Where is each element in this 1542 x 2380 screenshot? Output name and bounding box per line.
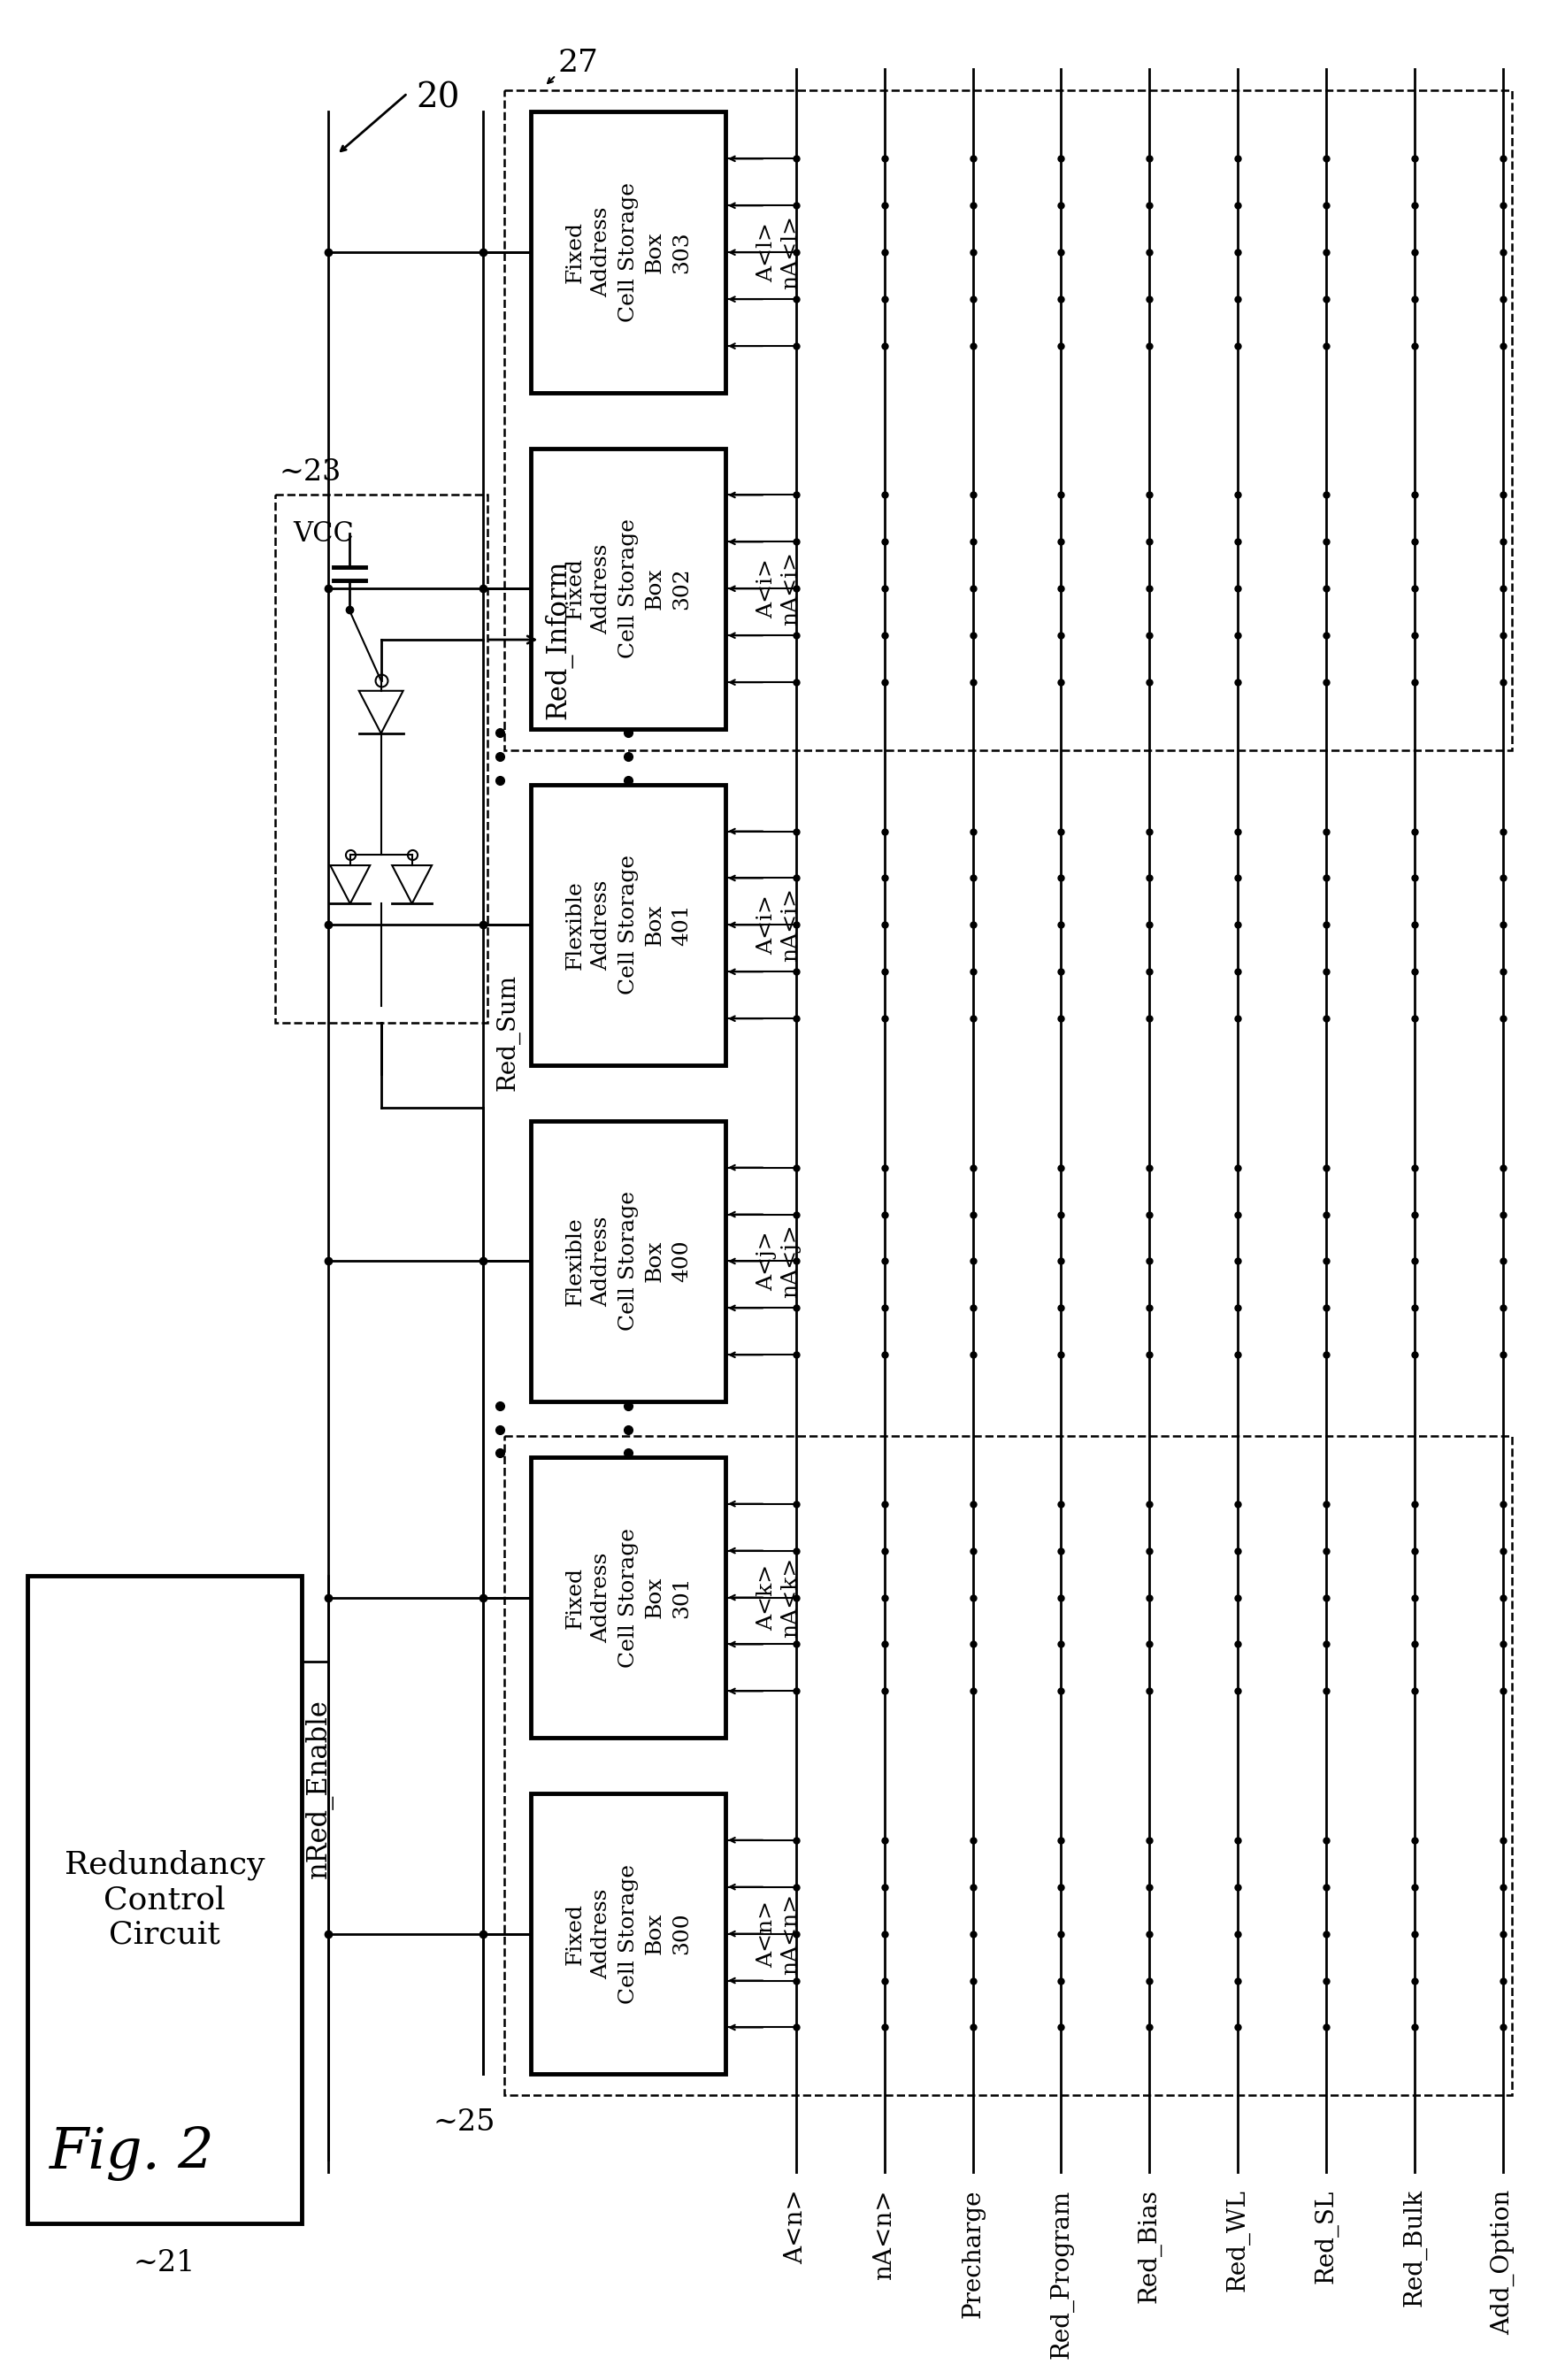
Text: 20: 20 (416, 81, 460, 114)
Bar (530, 447, 726, 728)
Text: Fixed
Address
Cell Storage
Box
302: Fixed Address Cell Storage Box 302 (564, 519, 692, 659)
Text: Fixed
Address
Cell Storage
Box
300: Fixed Address Cell Storage Box 300 (564, 1864, 692, 2004)
Text: Add_Option: Add_Option (1491, 2190, 1514, 2335)
Text: ~23: ~23 (279, 459, 342, 486)
Text: A<n>: A<n> (785, 2190, 808, 2263)
Bar (504, 90, 1511, 750)
Bar (530, 785, 726, 1066)
Text: A<i>
nA<i>: A<i> nA<i> (757, 888, 800, 962)
Text: Red_Inform: Red_Inform (544, 559, 572, 719)
Text: Redundancy
Control
Circuit: Redundancy Control Circuit (65, 1849, 265, 1949)
Text: ~21: ~21 (134, 2249, 196, 2278)
Text: Precharge: Precharge (961, 2190, 985, 2318)
Bar (274, 495, 487, 1023)
Text: Fixed
Address
Cell Storage
Box
303: Fixed Address Cell Storage Box 303 (564, 183, 692, 321)
Text: nRed_Enable: nRed_Enable (305, 1699, 333, 1878)
Bar (530, 1121, 726, 1402)
Text: A<l>
nA<l>: A<l> nA<l> (757, 214, 800, 290)
Text: Fig. 2: Fig. 2 (49, 2125, 214, 2180)
Text: Red_SL: Red_SL (1314, 2190, 1338, 2282)
Text: Red_Sum: Red_Sum (497, 973, 520, 1090)
Text: VCC: VCC (293, 521, 353, 547)
Bar (28, 1576, 302, 2223)
Text: Red_Bulk: Red_Bulk (1402, 2190, 1426, 2306)
Bar (530, 112, 726, 393)
Text: Flexible
Address
Cell Storage
Box
401: Flexible Address Cell Storage Box 401 (564, 854, 692, 995)
Text: Red_WL: Red_WL (1226, 2190, 1251, 2292)
Text: nA<n>: nA<n> (873, 2190, 896, 2280)
Text: A<j>
nA<j>: A<j> nA<j> (757, 1223, 800, 1297)
Bar (530, 1792, 726, 2075)
Bar (504, 1435, 1511, 2094)
Text: A<n>
nA<n>: A<n> nA<n> (757, 1892, 800, 1975)
Text: ~25: ~25 (433, 2109, 497, 2137)
Text: Flexible
Address
Cell Storage
Box
400: Flexible Address Cell Storage Box 400 (564, 1192, 692, 1330)
Text: Fixed
Address
Cell Storage
Box
301: Fixed Address Cell Storage Box 301 (564, 1528, 692, 1668)
Text: A<k>
nA<k>: A<k> nA<k> (757, 1557, 800, 1637)
Text: Red_Program: Red_Program (1049, 2190, 1073, 2359)
Text: A<i>
nA<i>: A<i> nA<i> (757, 552, 800, 626)
Bar (530, 1457, 726, 1737)
Text: Red_Bias: Red_Bias (1138, 2190, 1161, 2304)
Text: 27: 27 (558, 48, 598, 79)
